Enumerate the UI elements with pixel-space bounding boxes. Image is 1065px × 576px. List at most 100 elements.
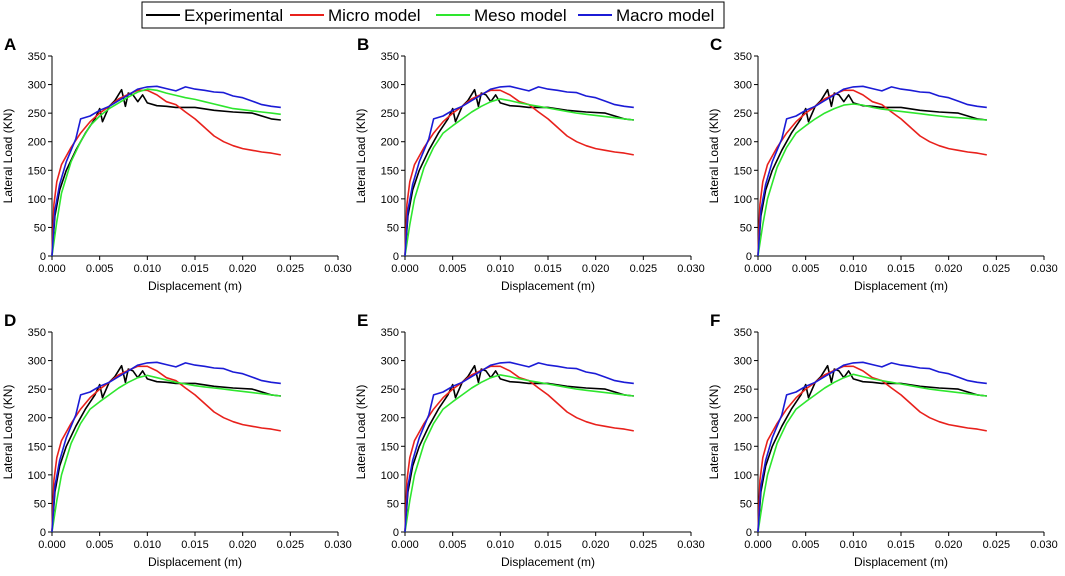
y-axis-label: Lateral Load (KN) xyxy=(707,109,721,204)
x-tick-label: 0.020 xyxy=(935,539,963,551)
legend: Experimental Micro model Meso model Macro m… xyxy=(141,1,725,29)
y-tick-label: 250 xyxy=(28,384,46,396)
y-tick-label: 50 xyxy=(387,498,399,510)
x-tick-label: 0.000 xyxy=(744,539,772,551)
x-tick-label: 0.000 xyxy=(744,263,772,275)
series-line-micro-model xyxy=(51,89,281,257)
series-line-meso-model xyxy=(757,373,987,533)
panel-label: C xyxy=(710,35,722,54)
y-tick-label: 250 xyxy=(381,384,399,396)
y-tick-label: 300 xyxy=(28,80,46,92)
panel-label: E xyxy=(357,311,368,330)
series-line-macro-model xyxy=(404,85,634,257)
y-tick-label: 50 xyxy=(740,222,752,234)
chart-panel-e: E 0.000 0.005 0.010 0.015 0.020 0.025 0.030 0 50 1… xyxy=(354,311,705,569)
series-line-experimental xyxy=(404,88,634,257)
x-axis-label: Displacement (m) xyxy=(854,555,948,569)
x-tick-label: 0.020 xyxy=(582,539,610,551)
x-tick-label: 0.010 xyxy=(487,539,515,551)
x-axis-label: Displacement (m) xyxy=(501,555,595,569)
series-line-experimental xyxy=(404,364,634,533)
series-line-experimental xyxy=(757,364,987,533)
x-tick-label: 0.020 xyxy=(582,263,610,275)
x-tick-label: 0.030 xyxy=(324,539,352,551)
x-tick-label: 0.010 xyxy=(840,263,868,275)
legend-label: Meso model xyxy=(474,6,567,25)
y-tick-label: 150 xyxy=(28,441,46,453)
y-tick-label: 150 xyxy=(28,165,46,177)
y-tick-label: 100 xyxy=(381,194,399,206)
x-tick-label: 0.030 xyxy=(677,539,705,551)
x-tick-label: 0.000 xyxy=(391,263,419,275)
y-tick-label: 300 xyxy=(381,80,399,92)
x-tick-label: 0.015 xyxy=(534,539,562,551)
chart-panel-a: A 0.000 0.005 0.010 0.015 0.020 0.025 0.030 0 50 1… xyxy=(1,35,352,293)
x-tick-label: 0.005 xyxy=(792,263,820,275)
y-tick-label: 0 xyxy=(746,527,752,539)
y-tick-label: 250 xyxy=(28,108,46,120)
x-tick-label: 0.010 xyxy=(487,263,515,275)
chart-panel-b: B 0.000 0.005 0.010 0.015 0.020 0.025 0.030 0 50 1… xyxy=(354,35,705,293)
y-tick-label: 150 xyxy=(734,441,752,453)
x-tick-label: 0.020 xyxy=(229,539,257,551)
panel-label: F xyxy=(710,311,720,330)
legend-label: Experimental xyxy=(184,6,283,25)
x-tick-label: 0.025 xyxy=(983,263,1011,275)
series-line-meso-model xyxy=(51,88,281,257)
y-tick-label: 200 xyxy=(381,137,399,149)
y-tick-label: 350 xyxy=(734,327,752,339)
chart-panel-f: F 0.000 0.005 0.010 0.015 0.020 0.025 0.030 0 50 1… xyxy=(707,311,1058,569)
x-tick-label: 0.030 xyxy=(324,263,352,275)
y-tick-label: 350 xyxy=(28,327,46,339)
x-tick-label: 0.030 xyxy=(1030,263,1058,275)
series-line-meso-model xyxy=(404,98,634,257)
y-tick-label: 50 xyxy=(34,498,46,510)
x-tick-label: 0.005 xyxy=(86,539,114,551)
y-axis-label: Lateral Load (KN) xyxy=(1,385,15,480)
panel-label: D xyxy=(4,311,16,330)
x-tick-label: 0.015 xyxy=(887,263,915,275)
x-tick-label: 0.025 xyxy=(277,539,305,551)
y-axis-label: Lateral Load (KN) xyxy=(354,109,368,204)
x-tick-label: 0.015 xyxy=(181,263,209,275)
y-tick-label: 350 xyxy=(381,51,399,63)
x-tick-label: 0.025 xyxy=(630,539,658,551)
y-tick-label: 100 xyxy=(734,470,752,482)
y-tick-label: 150 xyxy=(381,441,399,453)
y-tick-label: 200 xyxy=(28,137,46,149)
x-tick-label: 0.010 xyxy=(134,539,162,551)
y-tick-label: 0 xyxy=(393,527,399,539)
x-tick-label: 0.005 xyxy=(439,263,467,275)
y-tick-label: 0 xyxy=(40,251,46,263)
series-line-experimental xyxy=(757,88,987,257)
y-axis-label: Lateral Load (KN) xyxy=(1,109,15,204)
x-axis-label: Displacement (m) xyxy=(148,279,242,293)
y-tick-label: 100 xyxy=(28,194,46,206)
y-tick-label: 300 xyxy=(381,356,399,368)
series-line-meso-model xyxy=(51,374,281,533)
y-tick-label: 100 xyxy=(381,470,399,482)
chart-panel-d: D 0.000 0.005 0.010 0.015 0.020 0.025 0.030 0 50 1… xyxy=(1,311,352,569)
y-tick-label: 0 xyxy=(40,527,46,539)
chart-panel-c: C 0.000 0.005 0.010 0.015 0.020 0.025 0.030 0 50 1… xyxy=(707,35,1058,293)
legend-label: Micro model xyxy=(328,6,421,25)
y-tick-label: 0 xyxy=(746,251,752,263)
x-tick-label: 0.015 xyxy=(534,263,562,275)
y-tick-label: 200 xyxy=(28,413,46,425)
x-tick-label: 0.015 xyxy=(181,539,209,551)
x-tick-label: 0.030 xyxy=(1030,539,1058,551)
x-tick-label: 0.005 xyxy=(86,263,114,275)
series-line-macro-model xyxy=(404,361,634,533)
x-tick-label: 0.000 xyxy=(38,263,66,275)
y-tick-label: 100 xyxy=(734,194,752,206)
x-tick-label: 0.020 xyxy=(229,263,257,275)
x-tick-label: 0.025 xyxy=(277,263,305,275)
panel-label: A xyxy=(4,35,16,54)
x-tick-label: 0.000 xyxy=(38,539,66,551)
y-tick-label: 200 xyxy=(734,137,752,149)
y-tick-label: 200 xyxy=(381,413,399,425)
y-axis-label: Lateral Load (KN) xyxy=(707,385,721,480)
x-axis-label: Displacement (m) xyxy=(501,279,595,293)
x-tick-label: 0.010 xyxy=(840,539,868,551)
y-tick-label: 50 xyxy=(740,498,752,510)
